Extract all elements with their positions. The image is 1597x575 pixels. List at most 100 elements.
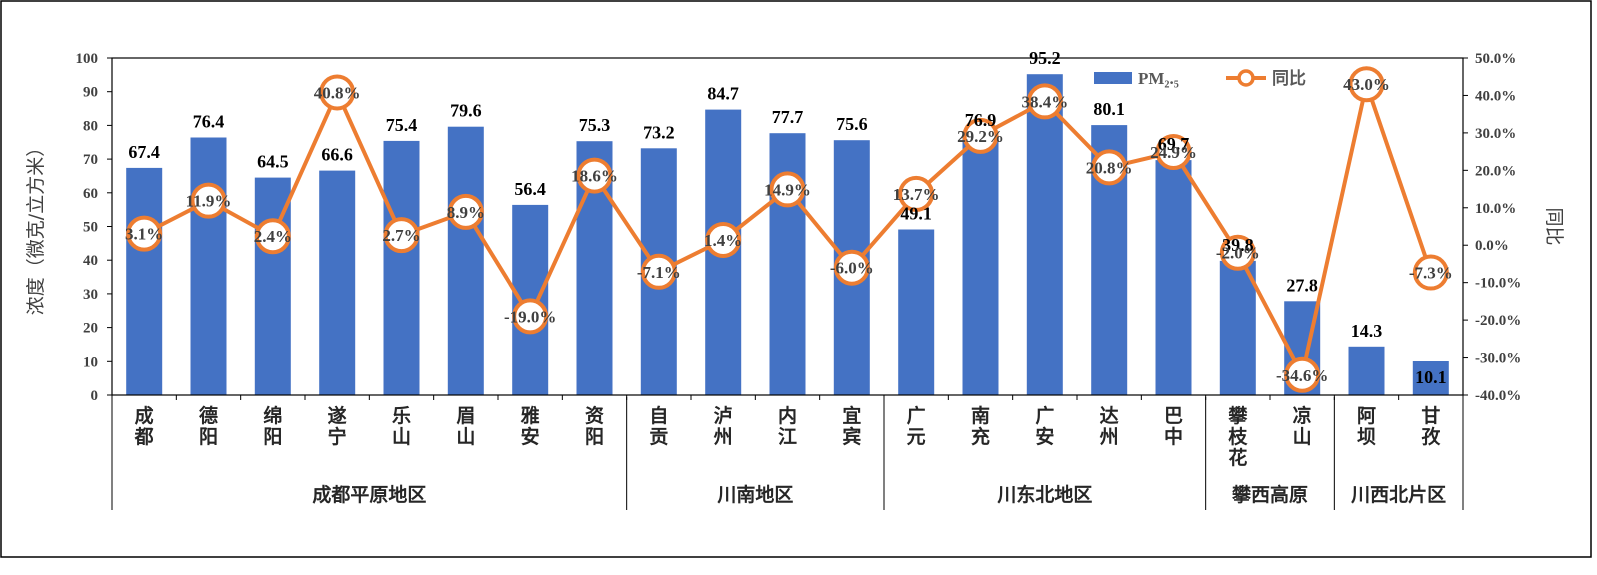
x-tick-label: 德阳 [199,404,218,448]
yoy-data-label: 29.2% [957,127,1004,146]
x-tick-label: 广元 [907,404,926,448]
y-tick-label: 80 [83,118,98,134]
bar-data-label: 95.2 [1029,48,1061,68]
bar-data-label: 79.6 [450,101,482,121]
x-tick-label: 达州 [1100,404,1119,448]
y-tick-label: 30 [83,287,98,303]
legend-bar-label: PM₂.₅ [1138,69,1179,88]
yoy-marker [383,217,420,254]
x-tick-label: 雅安 [521,405,540,448]
yoy-marker [1412,254,1449,291]
bar-data-label: 10.1 [1415,367,1447,387]
bar [1412,361,1449,395]
x-tick-label: 阿坝 [1357,405,1376,448]
bar [190,137,227,395]
y2-tick-label: 50.0% [1475,51,1516,67]
yoy-data-label: 18.6% [571,167,618,186]
yoy-marker [1219,234,1256,271]
yoy-marker [769,171,806,208]
yoy-data-label: -7.3% [1409,264,1453,283]
x-tick-label: 凉山 [1293,404,1312,448]
yoy-data-label: 24.9% [1150,143,1197,162]
yoy-data-label: 14.9% [764,180,811,199]
bar [1348,346,1385,395]
yoy-data-label: -34.6% [1276,366,1328,385]
yoy-data-label: 3.1% [125,225,163,244]
x-tick-label: 南充 [971,405,990,448]
y-tick-label: 90 [83,85,98,101]
bar-data-label: 75.4 [386,115,418,135]
yoy-data-label: -2.0% [1216,244,1260,263]
y2-tick-label: 10.0% [1475,201,1516,217]
yoy-marker [447,193,484,230]
yoy-data-label: 40.8% [314,83,361,102]
yoy-marker [512,298,549,335]
x-tick-label: 宜宾 [842,404,861,448]
bar-data-label: 77.7 [772,107,804,127]
yoy-data-label: 8.9% [447,203,485,222]
yoy-data-label: 2.7% [382,226,420,245]
x-tick-label: 攀枝花 [1228,404,1248,469]
x-tick-label: 遂宁 [328,404,347,448]
y-tick-label: 60 [83,186,98,202]
bar-data-label: 66.6 [321,145,353,165]
bar [447,126,484,395]
bar-data-label: 39.8 [1222,235,1254,255]
x-tick-label: 自贡 [649,404,668,448]
bar-data-label: 75.6 [836,114,868,134]
y2-tick-label: -10.0% [1475,276,1521,292]
x-tick-label: 广安 [1035,404,1054,448]
group-label: 川南地区 [716,483,793,506]
x-tick-label: 乐山 [392,405,411,448]
yoy-marker [1284,356,1321,393]
bar-data-label: 80.1 [1093,99,1125,119]
bar-data-label: 56.4 [514,179,546,199]
y-tick-label: 70 [83,152,98,168]
yoy-data-label: 11.9% [186,192,232,211]
bar-data-label: 49.1 [900,204,932,224]
y2-tick-label: 0.0% [1475,238,1509,254]
group-label: 攀西高原 [1232,483,1308,506]
yoy-data-label: 38.4% [1021,92,1068,111]
bar-data-label: 64.5 [257,152,289,172]
line-layer [126,66,1449,393]
bar-data-label: 84.7 [707,84,739,104]
bar-data-label: 76.9 [965,110,997,130]
x-tick-label: 成都 [134,404,154,448]
y2-tick-label: 20.0% [1475,163,1516,179]
x-tick-label: 绵阳 [263,404,282,448]
yoy-marker [640,253,677,290]
yoy-data-label: -6.0% [830,259,874,278]
bar [898,229,935,395]
axes-layer: 0 10 20 30 40 50 60 70 80 90 100 -40.0% -30.0% -20.0%… [76,51,1521,510]
x-tick-label: 泸州 [714,405,733,448]
yoy-marker [833,249,870,286]
group-label: 川西北片区 [1350,483,1446,506]
bar-data-label: 27.8 [1286,275,1318,295]
yoy-data-label: -7.1% [637,263,681,282]
yoy-data-label: 43.0% [1343,75,1390,94]
bar-data-label: 67.4 [128,142,160,162]
y2-tick-label: -40.0% [1475,388,1521,404]
yoy-marker [319,74,356,111]
legend-line-marker [1237,69,1255,87]
bar-data-label: 76.4 [193,112,225,132]
bar [1026,74,1063,395]
yoy-data-label: 20.8% [1086,158,1133,177]
x-tick-label: 资阳 [585,404,604,448]
group-label: 川东北地区 [996,483,1092,506]
yoy-marker [1348,66,1385,103]
bar [126,167,163,395]
y-tick-label: 10 [83,354,98,370]
x-tick-label: 巴中 [1164,405,1183,448]
y-tick-label: 20 [83,321,98,337]
group-label: 成都平原地区 [312,483,426,506]
y-tick-label: 50 [83,220,98,236]
legend: PM₂.₅ 同比 [1094,68,1306,88]
yoy-marker [705,221,742,258]
labels-layer: 67.4 76.4 64.5 66.6 75.4 79.6 56.4 75.3 73.2 84.7… [125,48,1453,387]
yoy-data-label: 1.4% [704,231,742,250]
bar-data-label: 14.3 [1351,321,1383,341]
